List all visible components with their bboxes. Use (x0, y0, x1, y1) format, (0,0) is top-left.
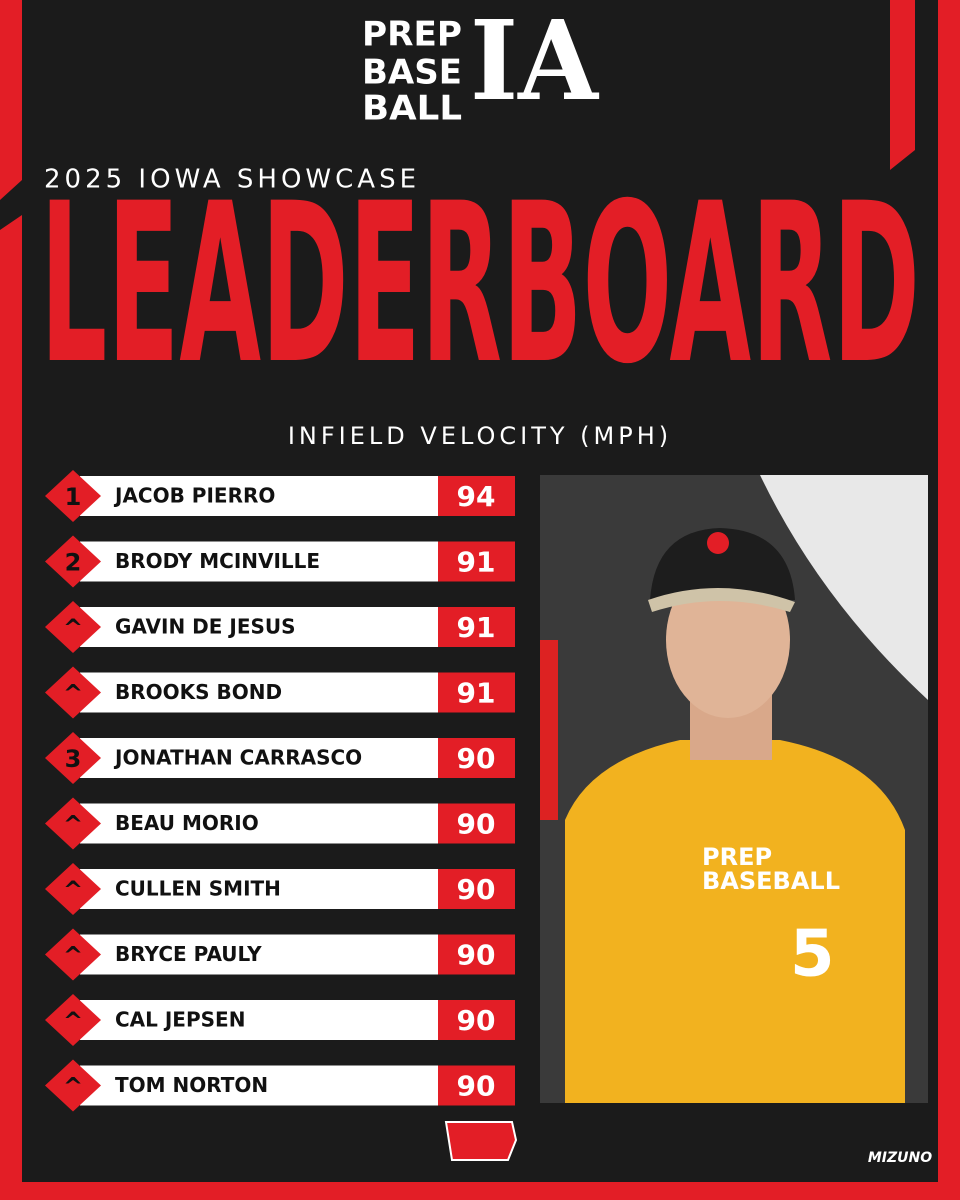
value-box (438, 1000, 515, 1040)
shirt-number: 5 (790, 918, 835, 992)
rank-diamond (45, 797, 101, 850)
frame-left (0, 215, 22, 1200)
value: 90 (457, 873, 496, 906)
cap-brim (648, 587, 795, 612)
row-bar (80, 1000, 440, 1040)
rank-diamond (45, 732, 101, 784)
rank: ^ (63, 1007, 83, 1035)
rank: 2 (65, 549, 82, 577)
value: 91 (457, 677, 496, 710)
rank-diamond (45, 928, 101, 981)
cap-logo (707, 532, 729, 554)
shirt-text: BASEBALL (702, 867, 840, 895)
backdrop-red (540, 640, 558, 820)
frame-left-top (0, 0, 22, 200)
row-bar (80, 934, 440, 975)
player-name: BRYCE PAULY (115, 942, 262, 966)
logo-line: BALL (362, 89, 462, 129)
title: LEADERBOARD (40, 156, 920, 412)
player-photo: PREP BASEBALL 5 (540, 475, 928, 1103)
player-name: GAVIN DE JESUS (115, 615, 296, 639)
rank: ^ (63, 680, 83, 708)
value-box (438, 672, 515, 713)
row-bar (80, 803, 440, 844)
backdrop-shape (760, 475, 928, 700)
rank: 1 (65, 483, 82, 511)
value: 91 (457, 546, 496, 579)
value-box (438, 738, 515, 778)
rank-diamond (45, 601, 101, 653)
value-box (438, 476, 515, 516)
value-box (438, 541, 515, 582)
value-box (438, 1065, 515, 1106)
value: 94 (457, 480, 496, 513)
value-box (438, 869, 515, 909)
value: 90 (457, 939, 496, 972)
row-bar (80, 738, 440, 778)
event-name: 2025 IOWA SHOWCASE (44, 165, 420, 195)
row-bar (80, 541, 440, 582)
rank: ^ (63, 811, 83, 839)
logo-line: PREP (362, 15, 462, 55)
value: 91 (457, 611, 496, 644)
rank-diamond (45, 863, 101, 915)
rank-diamond (45, 535, 101, 588)
logo: PREP BASE BALL IA (362, 0, 600, 129)
frame-right (938, 0, 960, 1200)
logo-mark: IA (470, 0, 600, 125)
sponsor: MIZUNO (868, 1150, 932, 1166)
player-name: JACOB PIERRO (113, 484, 275, 508)
shirt (565, 740, 905, 1103)
frame-right-inner (890, 0, 915, 170)
value-box (438, 607, 515, 647)
value: 90 (457, 1004, 496, 1037)
row-bar (80, 672, 440, 713)
cap (650, 528, 795, 600)
subtitle: INFIELD VELOCITY (MPH) (288, 422, 672, 450)
shirt-text: PREP (702, 843, 772, 871)
rank: ^ (63, 614, 83, 642)
player-name: BEAU MORIO (115, 811, 259, 835)
rank-diamond (45, 1059, 101, 1112)
player-name: BRODY MCINVILLE (115, 549, 320, 573)
row-bar (80, 1065, 440, 1106)
value: 90 (457, 742, 496, 775)
leaderboard: 1 JACOB PIERRO 94 2 BRODY MCINVILLE 91 ^ GAVIN … (45, 470, 515, 1112)
rank-diamond (45, 994, 101, 1046)
rank: ^ (63, 942, 83, 970)
value: 90 (457, 1070, 496, 1103)
row-bar (80, 607, 440, 647)
value-box (438, 803, 515, 844)
frame-bottom (0, 1182, 960, 1200)
rank-diamond (45, 470, 101, 522)
row-bar (80, 869, 440, 909)
value: 90 (457, 808, 496, 841)
player-name: CAL JEPSEN (115, 1008, 245, 1032)
rank: 3 (65, 745, 82, 773)
player-name: JONATHAN CARRASCO (113, 746, 362, 770)
player-name: BROOKS BOND (115, 680, 282, 704)
state-outline (444, 1121, 518, 1161)
rank: ^ (63, 876, 83, 904)
rank: ^ (63, 1073, 83, 1101)
player-name: TOM NORTON (115, 1073, 268, 1097)
row-bar (80, 476, 440, 516)
player-name: CULLEN SMITH (115, 877, 281, 901)
logo-line: BASE (362, 53, 462, 93)
rank-diamond (45, 666, 101, 719)
value-box (438, 934, 515, 975)
